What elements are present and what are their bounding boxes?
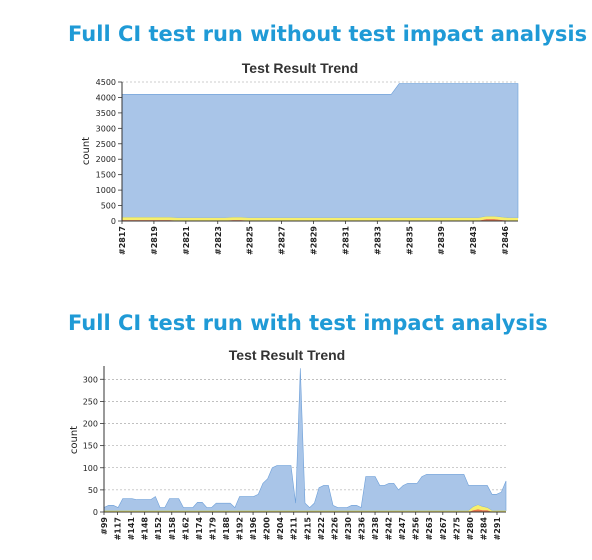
x-tick-label: #2829 [310,226,319,255]
x-tick-label: #211 [290,517,299,541]
heading-emphasis: without [250,22,342,46]
y-axis-label: count [69,426,80,454]
x-tick-label: #117 [114,517,123,540]
y-tick-label: 4500 [96,78,116,87]
x-tick-label: #152 [154,517,163,540]
y-tick-label: 300 [83,375,98,384]
x-ticks: #2817 #2819 #2821 #2823 #2825 #2827 #2829 #2831… [118,221,510,255]
y-tick-label: 50 [88,486,98,495]
series-areas [103,368,507,512]
heading-emphasis: with [250,311,302,335]
x-tick-label: #158 [168,517,177,541]
chart-title: Test Result Trend [242,60,358,76]
y-tick-label: 0 [93,508,98,517]
x-tick-label: #230 [344,517,353,541]
x-tick-label: #238 [371,517,380,541]
y-tick-label: 1500 [96,171,116,180]
chart-title: Test Result Trend [229,347,345,363]
axes [103,366,506,513]
x-tick-label: #291 [493,517,502,541]
x-tick-label: #196 [249,517,258,541]
x-tick-label: #192 [236,517,245,540]
x-tick-label: #226 [330,517,339,541]
heading-without-tia: Full CI test run without test impact ana… [68,24,587,45]
y-tick-label: 0 [111,217,116,226]
y-tick-label: 250 [83,397,98,406]
y-tick-label: 1000 [96,186,116,195]
x-tick-label: #280 [466,517,475,541]
pass-area [103,368,507,511]
x-tick-label: #242 [385,517,394,540]
x-tick-label: #267 [439,517,448,540]
chart-with-tia: Test Result Trend count 0 50 100 150 200 250 3… [69,347,507,540]
x-tick-label: #2839 [437,226,446,255]
x-tick-label: #148 [141,517,150,541]
y-tick-label: 2500 [96,140,116,149]
y-tick-label: 150 [83,442,98,451]
y-tick-label: 2000 [96,155,116,164]
y-tick-label: 500 [101,202,116,211]
heading-post: test impact analysis [301,311,548,335]
x-tick-label: #2835 [405,226,414,255]
x-tick-label: #2821 [182,226,191,255]
x-tick-label: #2823 [214,226,223,255]
x-tick-label: #222 [317,517,326,540]
x-tick-label: #99 [100,517,109,535]
series-areas [121,83,519,221]
grid [104,378,506,491]
x-tick-label: #2833 [373,226,382,255]
x-tick-label: #188 [222,517,231,541]
y-axis-label: count [81,137,92,165]
x-tick-label: #236 [358,517,367,541]
x-tick-label: #2843 [469,226,478,255]
y-ticks: 0 500 1000 1500 2000 2500 3000 3500 4000 4500 [96,78,122,226]
y-tick-label: 100 [83,464,98,473]
x-tick-label: #215 [303,517,312,541]
x-tick-label: #179 [208,517,217,541]
x-tick-label: #284 [479,517,488,541]
x-tick-label: #2825 [246,226,255,255]
heading-pre: Full CI test run [68,311,251,335]
axes [121,82,518,222]
x-tick-label: #2819 [150,226,159,255]
x-tick-label: #162 [181,517,190,540]
pass-area [121,83,519,219]
heading-with-tia: Full CI test run with test impact analys… [68,313,548,334]
x-tick-label: #2817 [118,226,127,255]
skip-area [104,504,506,512]
heading-post: test impact analysis [341,22,588,46]
x-tick-label: #204 [276,517,285,541]
x-tick-label: #2846 [501,226,510,255]
x-tick-label: #2827 [278,226,287,255]
y-tick-label: 200 [83,420,98,429]
y-tick-label: 3000 [96,124,116,133]
x-tick-label: #247 [398,517,407,540]
chart-without-tia: Test Result Trend count 0 500 1000 1500 2000… [81,60,519,255]
x-tick-label: #2831 [341,226,350,255]
y-ticks: 0 50 100 150 200 250 300 [83,375,104,517]
x-tick-label: #263 [425,517,434,540]
x-ticks: #99 #117 #141 #148 #152 #158 #162 #174 #179 #188 #… [100,512,502,540]
skip-area [122,216,518,221]
y-tick-label: 3500 [96,109,116,118]
x-tick-label: #275 [452,517,461,541]
x-tick-label: #256 [412,517,421,541]
heading-pre: Full CI test run [68,22,251,46]
x-tick-label: #174 [195,517,204,541]
x-tick-label: #200 [263,517,272,541]
x-tick-label: #141 [127,517,136,541]
y-tick-label: 4000 [96,93,116,102]
